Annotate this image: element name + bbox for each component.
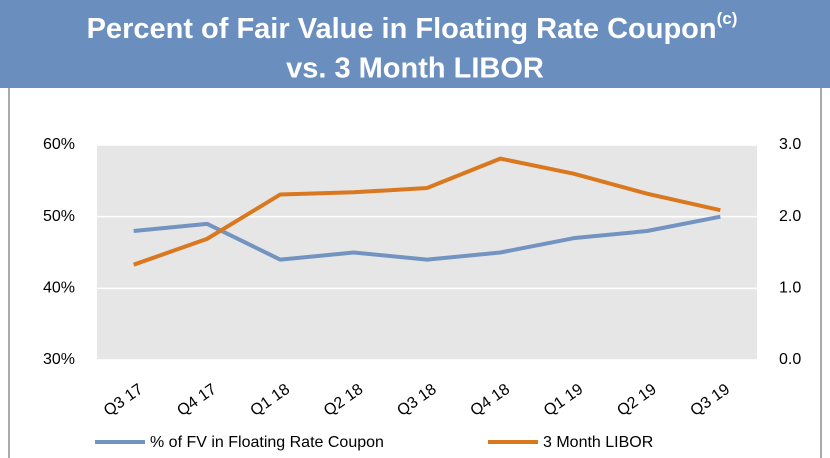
x-tick-label: Q3 17: [101, 381, 147, 420]
legend-label: % of FV in Floating Rate Coupon: [150, 434, 384, 451]
y2-tick-label: 2.0: [779, 208, 801, 225]
y-tick-label: 40%: [43, 280, 75, 297]
title-note: (c): [717, 9, 738, 28]
x-tick-label: Q2 19: [614, 381, 660, 420]
plot-area: [97, 145, 757, 360]
series-line: [133, 214, 721, 262]
x-tick-label: Q4 18: [468, 381, 514, 420]
header-band: [0, 0, 830, 88]
series-line: [133, 156, 721, 267]
y2-tick-label: 3.0: [779, 136, 801, 153]
y-tick-label: 30%: [43, 351, 75, 368]
legend-label: 3 Month LIBOR: [543, 434, 653, 451]
chart-title: Percent of Fair Value in Floating Rate C…: [87, 9, 738, 44]
chart-subtitle: vs. 3 Month LIBOR: [286, 53, 544, 85]
title-line: Percent of Fair Value in Floating Rate C…: [87, 13, 717, 45]
x-tick-label: Q1 18: [248, 381, 294, 420]
y2-tick-label: 1.0: [779, 280, 801, 297]
y-tick-label: 60%: [43, 136, 75, 153]
x-tick-label: Q4 17: [174, 381, 220, 420]
y-tick-label: 50%: [43, 208, 75, 225]
x-tick-label: Q3 19: [688, 381, 734, 420]
x-tick-label: Q2 18: [321, 381, 367, 420]
x-tick-label: Q1 19: [541, 381, 587, 420]
x-tick-label: Q3 18: [394, 381, 440, 420]
y2-tick-label: 0.0: [779, 351, 801, 368]
